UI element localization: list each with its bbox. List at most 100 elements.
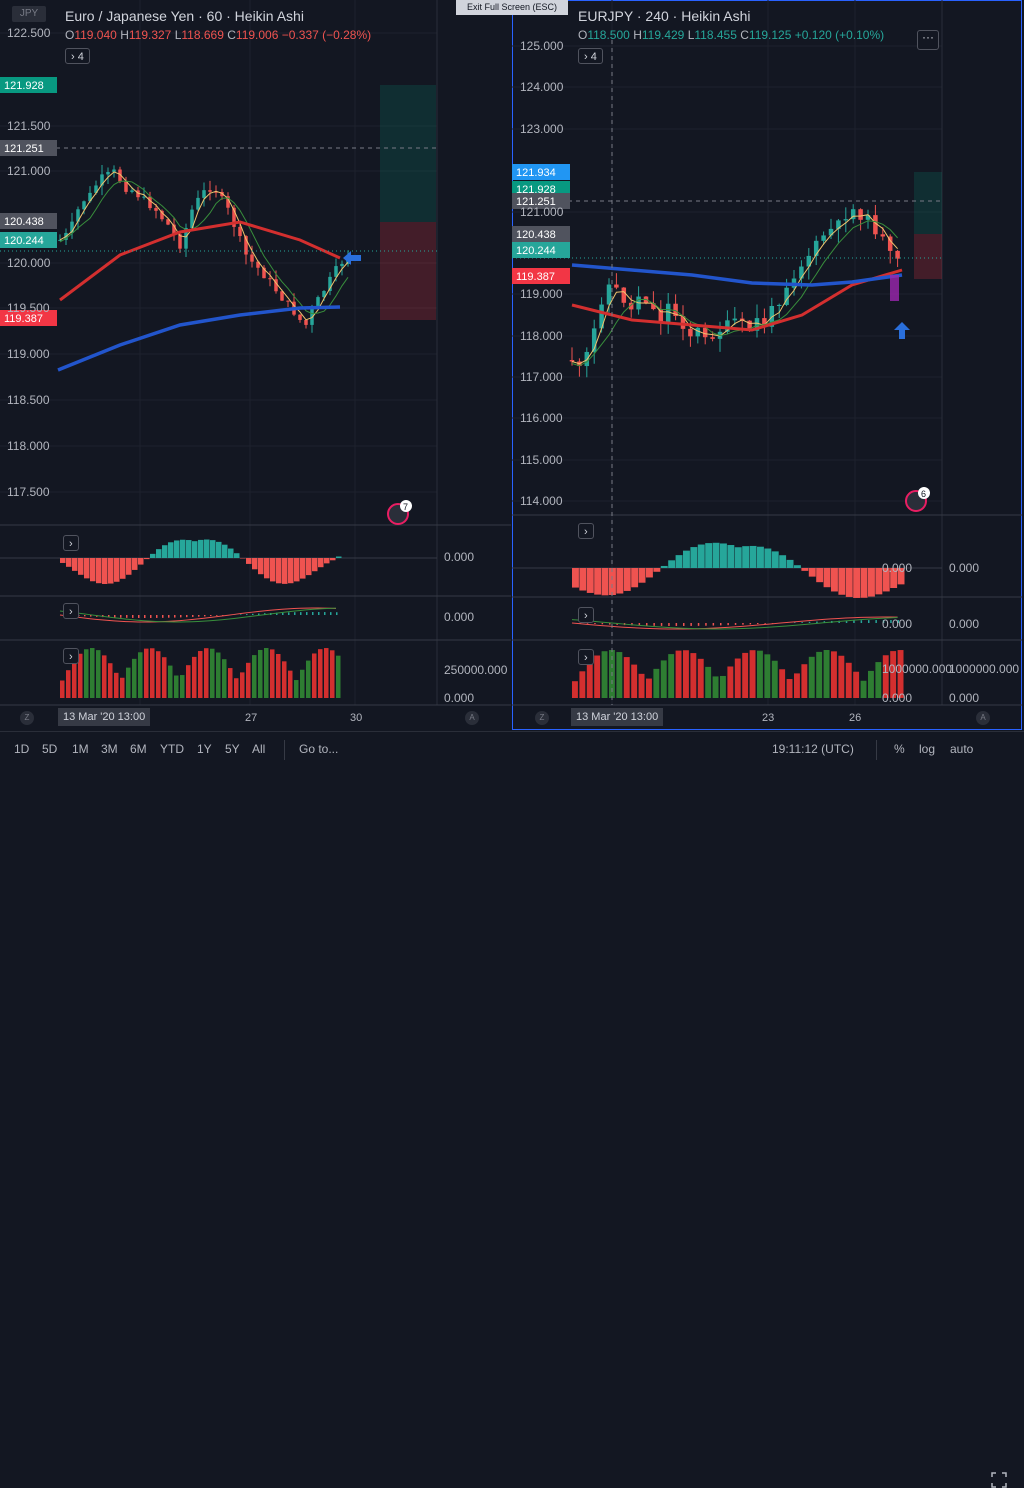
right-symbol-title[interactable]: EURJPY · 240 · Heikin Ashi: [578, 8, 750, 24]
left-chart-canvas[interactable]: 121.928121.251120.438120.244119.38770.00…: [0, 0, 511, 730]
macd-bar: [809, 568, 816, 577]
auto-scale-toggle[interactable]: auto: [950, 742, 973, 756]
osc-bar: [324, 612, 326, 615]
macd-bar: [676, 555, 683, 568]
left-pane4-toggle[interactable]: ›: [63, 648, 79, 664]
price-tick-label: 118.000: [7, 439, 50, 453]
volume-bar: [690, 653, 696, 698]
range-5y[interactable]: 5Y: [225, 742, 240, 756]
macd-bar: [174, 540, 180, 558]
right-zoom-button[interactable]: Z: [535, 711, 549, 725]
price-tick-label: 125.000: [520, 39, 564, 53]
candle-body: [106, 172, 110, 174]
volume-bar: [60, 681, 65, 699]
pane-value-label: 0.000: [444, 550, 474, 564]
left-indicators-toggle[interactable]: › 4: [65, 48, 90, 64]
macd-bar: [705, 543, 712, 568]
range-1m[interactable]: 1M: [72, 742, 89, 756]
toolbar-divider: [876, 740, 877, 760]
percent-scale-button[interactable]: %: [894, 742, 905, 756]
left-pane2-toggle[interactable]: ›: [63, 535, 79, 551]
macd-bar: [252, 558, 258, 569]
volume-bar: [336, 656, 341, 698]
osc-bar: [246, 614, 248, 615]
right-auto-scale-button[interactable]: A: [976, 711, 990, 725]
volume-bar: [772, 661, 778, 698]
volume-bar: [84, 649, 89, 698]
pane-value-label: 1000000.000: [882, 662, 952, 676]
price-tick-label: 120.000: [7, 256, 51, 270]
osc-bar: [180, 615, 182, 617]
osc-line-1: [572, 617, 898, 629]
log-scale-button[interactable]: log: [919, 742, 935, 756]
osc-bar: [720, 623, 722, 625]
macd-bar: [639, 568, 646, 583]
exit-fullscreen-hint[interactable]: Exit Full Screen (ESC): [456, 0, 568, 15]
macd-bar: [861, 568, 868, 598]
range-6m[interactable]: 6M: [130, 742, 147, 756]
right-pane4-toggle[interactable]: ›: [578, 649, 594, 665]
macd-bar: [853, 568, 860, 598]
price-tick-label: 121.000: [7, 164, 51, 178]
volume-bar: [234, 678, 239, 698]
fullscreen-icon[interactable]: [991, 1472, 1007, 1488]
macd-bar: [120, 558, 126, 579]
volume-bar: [653, 669, 659, 698]
osc-bar: [764, 623, 766, 624]
right-crosshair-date: 13 Mar '20 13:00: [571, 708, 663, 726]
range-all[interactable]: All: [252, 742, 265, 756]
macd-bar: [60, 558, 66, 563]
osc-bar: [809, 622, 811, 623]
range-ytd[interactable]: YTD: [160, 742, 184, 756]
right-pane3-toggle[interactable]: ›: [578, 607, 594, 623]
left-auto-scale-button[interactable]: A: [465, 711, 479, 725]
volume-bar: [126, 668, 131, 698]
utc-clock[interactable]: 19:11:12 (UTC): [772, 742, 854, 756]
osc-bar: [258, 613, 260, 615]
macd-bar: [156, 549, 162, 558]
left-zoom-button[interactable]: Z: [20, 711, 34, 725]
osc-bar: [816, 621, 818, 623]
more-options-button[interactable]: ···: [917, 30, 939, 50]
macd-bar: [222, 545, 228, 558]
candle-body: [130, 190, 134, 192]
range-1y[interactable]: 1Y: [197, 742, 212, 756]
macd-bar: [831, 568, 838, 591]
range-3m[interactable]: 3M: [101, 742, 118, 756]
price-tick-label: 116.000: [520, 411, 563, 425]
macd-bar: [779, 555, 786, 568]
volume-bar: [824, 650, 830, 698]
volume-bar: [270, 649, 275, 698]
volume-bar: [156, 651, 161, 698]
candle-body: [821, 235, 826, 240]
price-label-text: 120.438: [4, 216, 44, 228]
osc-bar: [198, 615, 200, 617]
volume-bar: [312, 653, 317, 698]
volume-bar: [90, 648, 95, 698]
range-5d[interactable]: 5D: [42, 742, 57, 756]
left-pane3-toggle[interactable]: ›: [63, 603, 79, 619]
macd-bar: [624, 568, 631, 591]
candle-body: [268, 278, 272, 279]
price-tick-label: 119.500: [7, 301, 50, 315]
macd-bar: [84, 558, 90, 578]
osc-bar: [144, 615, 146, 618]
volume-bar: [108, 663, 113, 698]
range-1d[interactable]: 1D: [14, 742, 29, 756]
left-crosshair-date: 13 Mar '20 13:00: [58, 708, 150, 726]
osc-bar: [318, 612, 320, 615]
left-symbol-title[interactable]: Euro / Japanese Yen · 60 · Heikin Ashi: [65, 8, 304, 24]
right-pane2-toggle[interactable]: ›: [578, 523, 594, 539]
volume-bar: [661, 660, 667, 698]
macd-bar: [78, 558, 84, 575]
volume-bar: [264, 648, 269, 698]
right-indicators-toggle[interactable]: › 4: [578, 48, 603, 64]
macd-bar: [90, 558, 96, 581]
volume-bar: [602, 651, 608, 698]
price-tick-label: 119.000: [520, 287, 563, 301]
macd-bar: [138, 558, 144, 565]
goto-date-button[interactable]: Go to...: [299, 742, 338, 756]
macd-bar: [764, 549, 771, 568]
